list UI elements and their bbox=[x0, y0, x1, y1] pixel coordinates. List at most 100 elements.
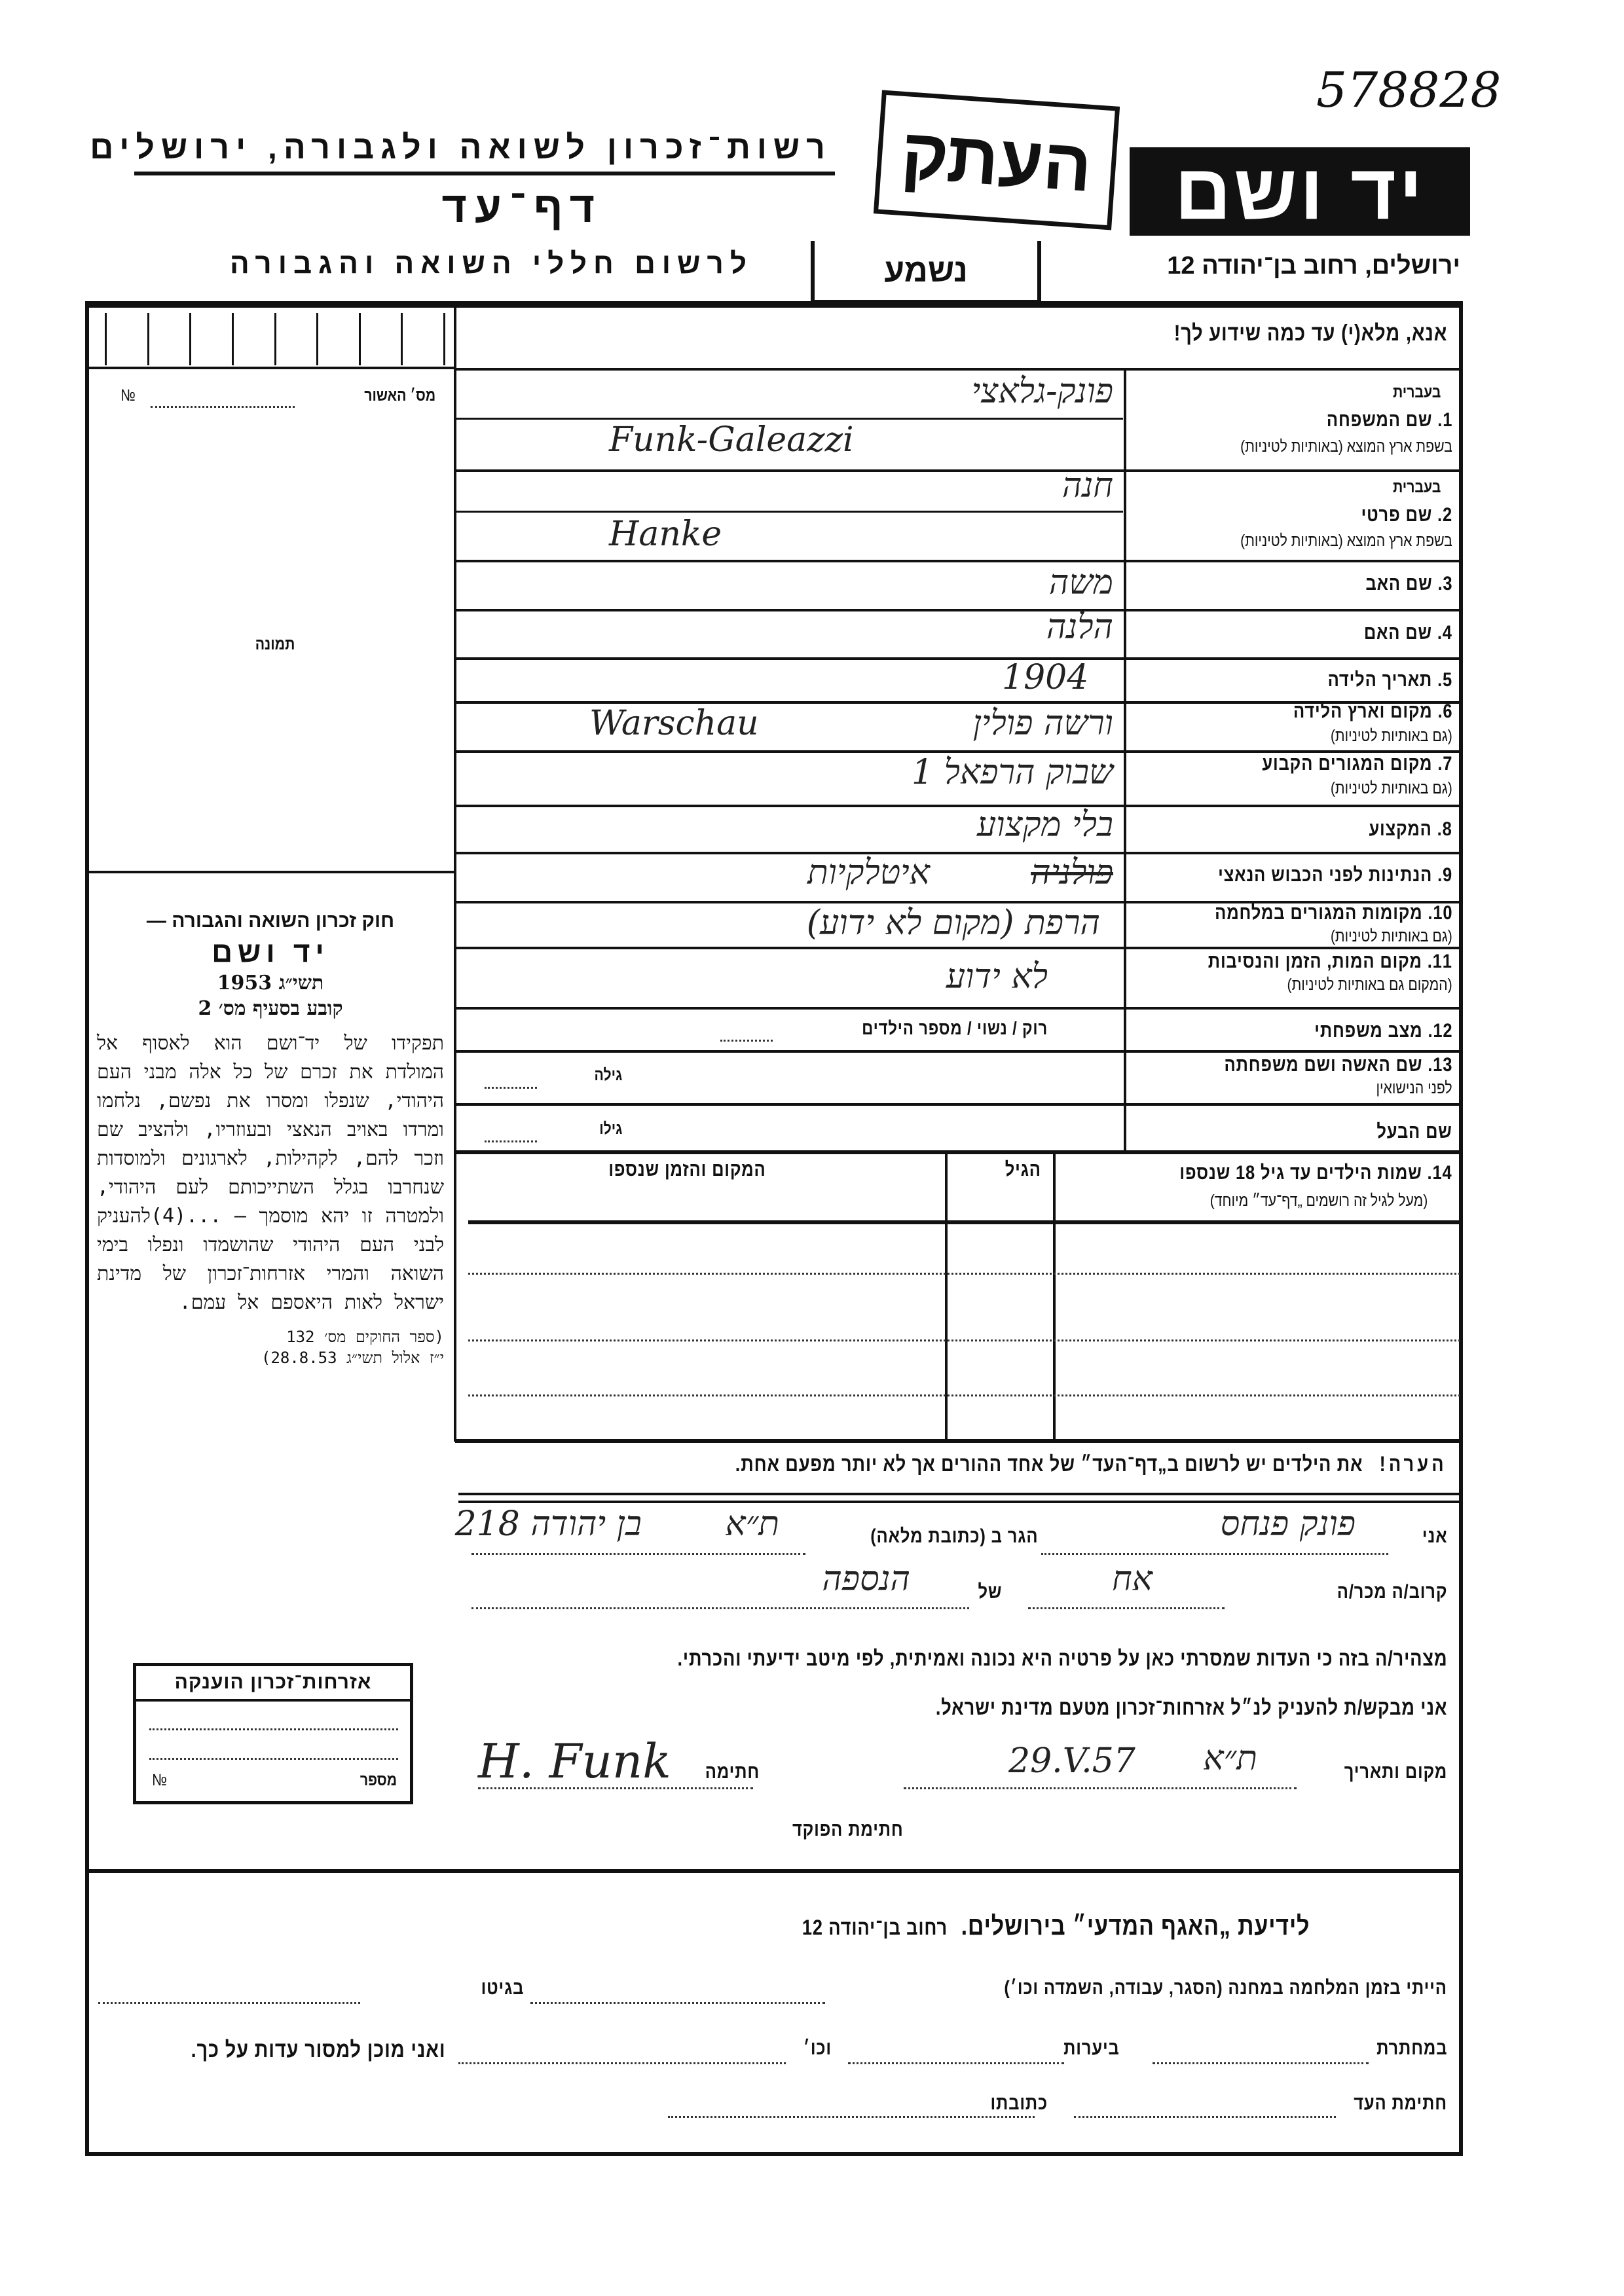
ghetto-field[interactable] bbox=[98, 2002, 360, 2004]
f5-num: 5. bbox=[1437, 669, 1452, 691]
children-header-rule bbox=[468, 1220, 1460, 1224]
f3-value[interactable]: משה bbox=[1048, 563, 1113, 602]
bottom-line2-d: ואני מוכן למסור עדות על כך. bbox=[191, 2037, 445, 2062]
f8-label-text: המקצוע bbox=[1369, 818, 1433, 840]
citizenship-line[interactable] bbox=[149, 1728, 398, 1730]
row-rule-13 bbox=[455, 1103, 1463, 1106]
bottom-line1-b: בגיטו bbox=[481, 1977, 524, 1999]
small-stamp-text: נשמע bbox=[884, 252, 968, 289]
f11-value[interactable]: לא ידוע bbox=[946, 957, 1048, 996]
row-rule-11 bbox=[455, 1007, 1463, 1010]
f2-value-hebrew[interactable]: חנה bbox=[1061, 466, 1113, 505]
f9-value[interactable]: איטלקיות bbox=[807, 853, 930, 892]
f13-age-field[interactable] bbox=[485, 1087, 537, 1089]
f1-label: 1. שם המשפחה bbox=[1327, 409, 1452, 431]
children-row[interactable] bbox=[468, 1273, 1460, 1275]
f11-label-text: מקום המות, הזמן והנסיבות bbox=[1208, 951, 1423, 972]
decl-relation-field[interactable] bbox=[1028, 1607, 1225, 1609]
f2-label: 2. שם פרטי bbox=[1361, 504, 1452, 526]
bottom-line2-b: ביערות bbox=[1063, 2037, 1120, 2059]
f7-value[interactable]: שבוק הרפאל 1 bbox=[912, 753, 1113, 792]
f12-children-field[interactable] bbox=[720, 1040, 773, 1042]
decl-date-value[interactable]: 29.V.57 bbox=[1008, 1741, 1135, 1781]
f6-value-latin[interactable]: Warschau bbox=[589, 704, 759, 743]
decl-of-value[interactable]: הנספה bbox=[822, 1559, 910, 1599]
f2-num: 2. bbox=[1437, 504, 1452, 526]
f8-num: 8. bbox=[1437, 818, 1452, 840]
bottom-address: רחוב בן־יהודה 12 bbox=[802, 1916, 948, 1939]
children-col-age-divider bbox=[945, 1152, 948, 1440]
f3-label-text: שם האב bbox=[1365, 573, 1433, 594]
decl-name-field[interactable] bbox=[1041, 1553, 1388, 1555]
husband-age-field[interactable] bbox=[485, 1140, 537, 1142]
f1-value-latin[interactable]: Funk-Galeazzi bbox=[609, 420, 854, 460]
forests-field[interactable] bbox=[848, 2062, 1064, 2064]
row-rule-3 bbox=[455, 609, 1463, 611]
law-text: תפקידו של יד־ושם הוא לאסוף אל המולדת את … bbox=[97, 1032, 444, 1314]
decl-signature-field[interactable] bbox=[478, 1787, 753, 1789]
f12-label-text: מצב משפחתי bbox=[1314, 1020, 1423, 1042]
decl-address-field[interactable] bbox=[471, 1553, 805, 1555]
form-title: דף־עד bbox=[441, 183, 602, 231]
f4-value[interactable]: הלנה bbox=[1046, 608, 1113, 647]
children-row[interactable] bbox=[468, 1394, 1460, 1396]
children-label: 14. שמות הילדים עד גיל 18 שנספו bbox=[1179, 1162, 1452, 1184]
law-ref-1: (ספר החוקים מס׳ 132 bbox=[286, 1328, 444, 1346]
citizenship-line[interactable] bbox=[149, 1758, 398, 1760]
law-header: חוק זכרון השואה והגבורה — יד ושם תשי״ג 1… bbox=[97, 910, 444, 1020]
decl-address-value[interactable]: בן יהודה 218 bbox=[454, 1504, 642, 1544]
witness-address-field[interactable] bbox=[668, 2116, 1035, 2118]
photo-label: תמונה bbox=[255, 635, 295, 653]
decl-of-field[interactable] bbox=[471, 1607, 969, 1609]
f12-value[interactable]: רוק / נשוי / מספר הילדים bbox=[862, 1018, 1048, 1038]
witness-signature-field[interactable] bbox=[1074, 2116, 1336, 2118]
underground-field[interactable] bbox=[1153, 2062, 1369, 2064]
yad-vashem-logo: יד ושם bbox=[1130, 147, 1470, 236]
f8-value[interactable]: בלי מקצוע bbox=[976, 805, 1113, 845]
header-underline bbox=[134, 172, 835, 175]
label-column-divider bbox=[1124, 368, 1126, 1154]
note-text: את הילדים יש לרשום ב„דף־העד״ של אחד ההור… bbox=[735, 1452, 1363, 1476]
f10-sub: (גם באותיות לטיניות) bbox=[1331, 927, 1452, 945]
f13-label-text: שם האשה ושם משפחתה bbox=[1224, 1054, 1423, 1076]
row-rule-14 bbox=[455, 1150, 1463, 1154]
f7-label: 7. מקום המגורים הקבוע bbox=[1262, 753, 1452, 775]
camp-field[interactable] bbox=[530, 2002, 825, 2004]
row-rule-7 bbox=[455, 805, 1463, 807]
bottom-line1-a: הייתי בזמן המלחמה במחנה (הסגר, עבודה, הש… bbox=[1004, 1977, 1447, 1999]
f10-value[interactable]: הרפת (מקום לא ידוע) bbox=[806, 903, 1100, 943]
decl-i-label: אני bbox=[1422, 1525, 1447, 1547]
top-rule bbox=[85, 302, 1463, 308]
f2-midline bbox=[455, 511, 1123, 513]
husband-age-label: גילו bbox=[599, 1120, 622, 1138]
f2-value-latin[interactable]: Hanke bbox=[609, 515, 722, 554]
bottom-line2-a: במחתרת bbox=[1376, 2037, 1447, 2059]
decl-signature-label: חתימה bbox=[705, 1761, 760, 1783]
f6-label-text: מקום וארץ הלידה bbox=[1293, 701, 1433, 722]
f6-value[interactable]: ורשה פולין bbox=[972, 704, 1113, 743]
f4-label: 4. שם האם bbox=[1364, 622, 1452, 644]
decl-signature-value[interactable]: H. Funk bbox=[478, 1734, 671, 1789]
f1-value-hebrew[interactable]: פונק-גלאצי bbox=[971, 372, 1113, 411]
etc-field[interactable] bbox=[458, 2062, 786, 2064]
address: ירושלים, רחוב בן־יהודה 12 bbox=[1167, 252, 1460, 280]
approval-field[interactable] bbox=[151, 406, 295, 408]
f4-num: 4. bbox=[1437, 622, 1452, 644]
children-row[interactable] bbox=[468, 1339, 1460, 1341]
bottom-section-rule bbox=[85, 1869, 1463, 1873]
decl-name-value[interactable]: פונק פנחס bbox=[1220, 1504, 1356, 1544]
decl-place-date-field[interactable] bbox=[904, 1787, 1297, 1789]
decl-city-value[interactable]: ת״א bbox=[725, 1504, 779, 1544]
f1-num: 1. bbox=[1437, 409, 1452, 431]
decl-relation-value[interactable]: אח bbox=[1112, 1559, 1153, 1599]
bottom-line2-c: וכו׳ bbox=[803, 2037, 832, 2059]
f13-sub: לפני הנישואין bbox=[1376, 1079, 1452, 1097]
decl-of-label: של bbox=[978, 1581, 1002, 1603]
f7-label-text: מקום המגורים הקבוע bbox=[1262, 753, 1433, 774]
decl-place-value[interactable]: ת״א bbox=[1203, 1739, 1257, 1778]
f5-value[interactable]: 1904 bbox=[1002, 658, 1089, 697]
bottom-line3-a: חתימת העד bbox=[1354, 2092, 1447, 2114]
law-title: חוק זכרון השואה והגבורה — bbox=[146, 910, 395, 932]
law-ref-2: י״ז אלול תשי״ג 28.8.53) bbox=[261, 1349, 444, 1367]
f10-label: 10. מקומות המגורים במלחמה bbox=[1215, 902, 1452, 924]
